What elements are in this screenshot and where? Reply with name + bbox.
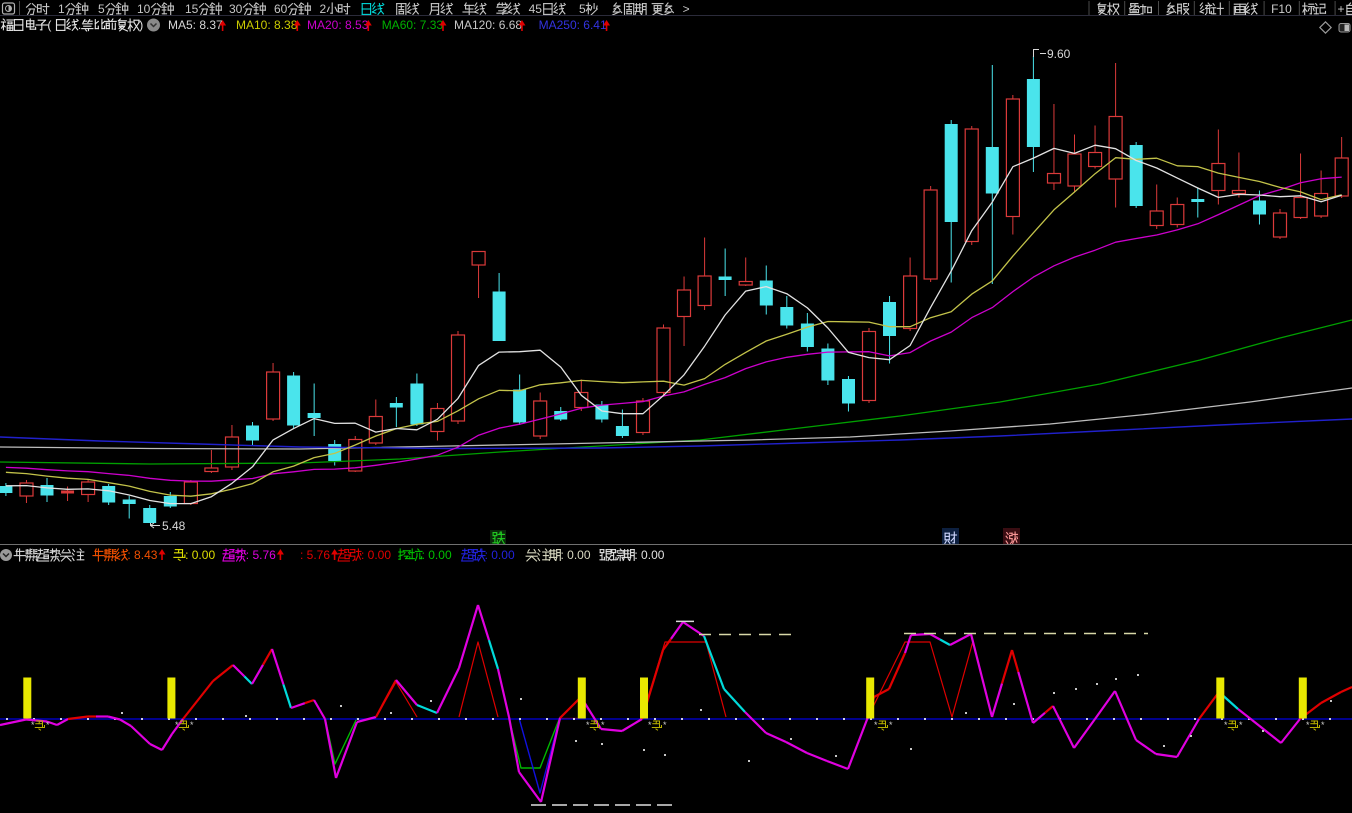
- svg-text:MA5: 8.37: MA5: 8.37: [168, 18, 223, 32]
- svg-text:10: 10: [137, 2, 151, 16]
- svg-text:60: 60: [274, 2, 288, 16]
- svg-text:MA10: 8.38: MA10: 8.38: [236, 18, 298, 32]
- svg-text:*: *: [46, 720, 50, 730]
- svg-text:*: *: [1239, 720, 1243, 730]
- svg-text:*: *: [601, 720, 605, 730]
- svg-text:: 0.00: : 0.00: [185, 548, 215, 562]
- svg-text:: 0.00: : 0.00: [561, 548, 591, 562]
- svg-text:F10: F10: [1271, 2, 1292, 16]
- svg-text:2: 2: [320, 2, 327, 16]
- svg-text:*: *: [175, 720, 179, 730]
- svg-text:5: 5: [98, 2, 105, 16]
- svg-text:15: 15: [185, 2, 199, 16]
- svg-text:*: *: [1306, 720, 1310, 730]
- svg-text:: 0.00: : 0.00: [485, 548, 515, 562]
- svg-text:: 0.00: : 0.00: [422, 548, 452, 562]
- svg-text:*: *: [190, 720, 194, 730]
- svg-text:1: 1: [58, 2, 65, 16]
- svg-text:>: >: [683, 2, 690, 16]
- svg-text:MA250: 6.41: MA250: 6.41: [539, 18, 607, 32]
- svg-text:5: 5: [579, 2, 586, 16]
- svg-text:*: *: [31, 720, 35, 730]
- svg-text:45: 45: [529, 2, 543, 16]
- svg-text:): ): [139, 18, 143, 32]
- svg-text:+: +: [1338, 2, 1345, 16]
- svg-text:: 8.43: : 8.43: [127, 548, 157, 562]
- svg-text:: 0.00: : 0.00: [361, 548, 391, 562]
- svg-text:*: *: [663, 720, 667, 730]
- svg-text:MA120: 6.68: MA120: 6.68: [454, 18, 522, 32]
- svg-text:5.48: 5.48: [162, 519, 186, 533]
- svg-text:: 5.76: : 5.76: [246, 548, 276, 562]
- svg-text:*: *: [1224, 720, 1228, 730]
- svg-text:*: *: [1321, 720, 1325, 730]
- svg-text:*: *: [648, 720, 652, 730]
- svg-text:: 5.76: : 5.76: [300, 548, 330, 562]
- svg-text:9.60: 9.60: [1047, 47, 1071, 61]
- svg-text:MA20: 8.53: MA20: 8.53: [307, 18, 369, 32]
- svg-text:MA60: 7.33: MA60: 7.33: [382, 18, 444, 32]
- svg-text:: 0.00: : 0.00: [634, 548, 664, 562]
- svg-text:*: *: [889, 720, 893, 730]
- svg-text:.: .: [78, 18, 81, 32]
- svg-text:30: 30: [229, 2, 243, 16]
- svg-text:(: (: [47, 18, 51, 32]
- svg-text:*: *: [586, 720, 590, 730]
- svg-text:*: *: [874, 720, 878, 730]
